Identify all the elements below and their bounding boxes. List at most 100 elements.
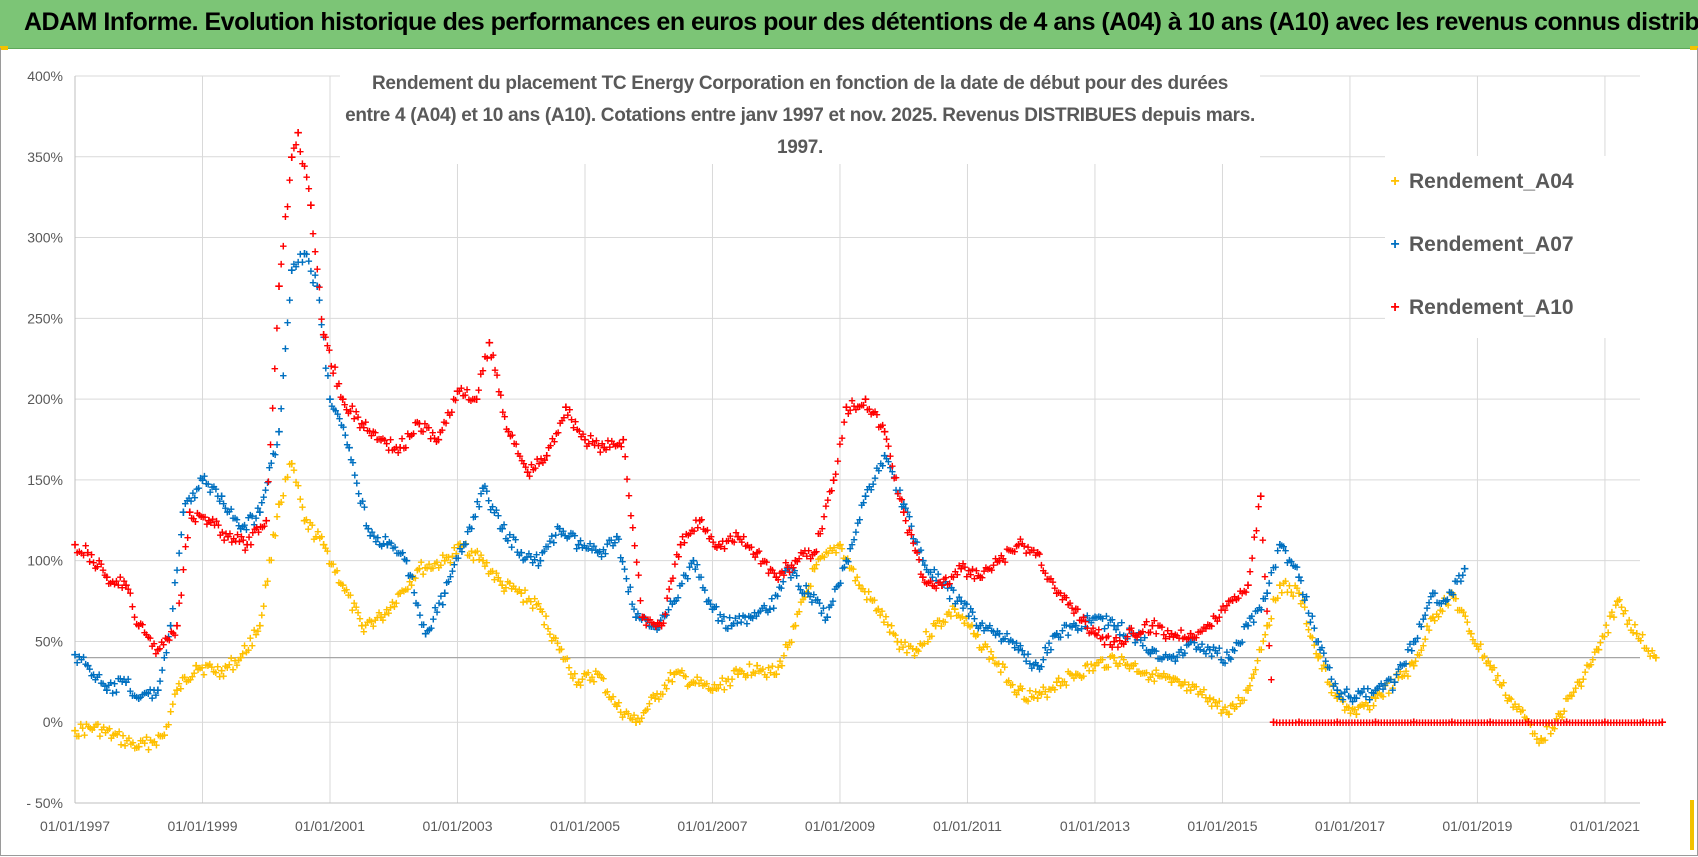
data-point: +	[313, 278, 322, 295]
data-point-fill: +	[680, 567, 688, 582]
data-point-fill: +	[533, 547, 541, 562]
data-point-fill: +	[1057, 678, 1065, 693]
data-point-fill: +	[1231, 589, 1239, 604]
data-point-fill: +	[877, 419, 885, 434]
data-point-fill: +	[763, 669, 771, 684]
data-point: +	[1537, 730, 1546, 747]
data-point-fill: +	[921, 558, 929, 573]
data-point-fill: +	[347, 452, 355, 467]
data-point-fill: +	[175, 596, 183, 611]
data-point-fill: +	[436, 425, 444, 440]
data-point-fill: +	[1440, 591, 1448, 606]
data-point-fill: +	[535, 456, 543, 471]
data-point-fill: +	[180, 562, 188, 577]
data-point-fill: +	[129, 599, 137, 614]
data-point-fill: +	[95, 667, 103, 682]
data-point-fill: +	[303, 170, 311, 185]
data-point: +	[1556, 706, 1565, 723]
data-point-fill: +	[684, 527, 692, 542]
data-point-fill: +	[871, 471, 879, 486]
data-point: +	[122, 577, 131, 594]
data-point-fill: +	[526, 469, 534, 484]
data-point-fill: +	[210, 479, 218, 494]
data-point-fill: +	[1457, 715, 1465, 730]
data-point-fill: +	[1219, 702, 1227, 717]
data-point-fill: +	[119, 728, 127, 743]
data-point: +	[1486, 714, 1495, 731]
data-point-fill: +	[1629, 625, 1637, 640]
data-point-fill: +	[610, 437, 618, 452]
data-point-fill: +	[334, 406, 342, 421]
data-point-fill: +	[337, 390, 345, 405]
data-point-fill: +	[314, 524, 322, 539]
data-point-fill: +	[631, 538, 639, 553]
data-point-fill: +	[904, 505, 912, 520]
data-point-fill: +	[109, 574, 117, 589]
data-point: +	[708, 682, 717, 699]
data-point-fill: +	[686, 677, 694, 692]
data-point-fill: +	[1095, 622, 1103, 637]
data-point: +	[83, 545, 92, 562]
data-point-fill: +	[552, 528, 560, 543]
data-point-fill: +	[1293, 560, 1301, 575]
data-point-fill: +	[1569, 715, 1577, 730]
data-point: +	[1110, 633, 1119, 650]
data-point-fill: +	[1423, 618, 1431, 633]
data-point-fill: +	[268, 552, 276, 567]
data-point-fill: +	[985, 651, 993, 666]
data-point-fill: +	[1301, 599, 1309, 614]
data-point-fill: +	[784, 640, 792, 655]
data-point: +	[574, 674, 583, 691]
data-point: +	[1409, 658, 1418, 675]
data-point-fill: +	[1068, 619, 1076, 634]
data-point-fill: +	[1649, 715, 1657, 730]
data-point-fill: +	[303, 512, 311, 527]
data-point-fill: +	[552, 631, 560, 646]
data-point-fill: +	[1154, 618, 1162, 633]
data-point-fill: +	[220, 532, 228, 547]
data-point-fill: +	[1331, 676, 1339, 691]
data-point-fill: +	[235, 518, 243, 533]
data-point-fill: +	[1583, 715, 1591, 730]
data-point-fill: +	[1310, 637, 1318, 652]
data-point: +	[842, 553, 851, 570]
y-tick-label: 300%	[27, 230, 63, 246]
data-point-fill: +	[1020, 538, 1028, 553]
data-point-fill: +	[1331, 688, 1339, 703]
data-point-fill: +	[352, 599, 360, 614]
data-point-fill: +	[816, 596, 824, 611]
data-point-fill: +	[1435, 609, 1443, 624]
data-point: +	[810, 561, 819, 578]
data-point-fill: +	[1602, 617, 1610, 632]
data-point-fill: +	[191, 490, 199, 505]
data-point-fill: +	[1150, 613, 1158, 628]
data-point-fill: +	[873, 407, 881, 422]
data-point-fill: +	[1116, 633, 1124, 648]
data-point-fill: +	[494, 508, 502, 523]
data-point: +	[1224, 650, 1233, 667]
data-point-fill: +	[1133, 632, 1141, 647]
data-point-fill: +	[1070, 616, 1078, 631]
data-point-fill: +	[649, 619, 657, 634]
data-point: +	[459, 537, 468, 554]
data-point-fill: +	[867, 592, 875, 607]
data-point-fill: +	[1320, 657, 1328, 672]
data-point: +	[287, 262, 296, 279]
data-point-fill: +	[475, 552, 483, 567]
x-tick-label: 01/01/2015	[1187, 818, 1257, 834]
data-point-fill: +	[153, 737, 161, 752]
data-point-fill: +	[850, 562, 858, 577]
data-point-fill: +	[769, 658, 777, 673]
data-point-fill: +	[1278, 585, 1286, 600]
data-point-fill: +	[938, 618, 946, 633]
data-point-fill: +	[345, 405, 353, 420]
data-point-fill: +	[1246, 564, 1254, 579]
data-point-fill: +	[1322, 653, 1330, 668]
data-point-fill: +	[968, 618, 976, 633]
data-point: +	[185, 504, 194, 521]
data-point-fill: +	[1453, 574, 1461, 589]
data-point-fill: +	[728, 533, 736, 548]
data-point-fill: +	[1419, 638, 1427, 653]
data-point: +	[1448, 585, 1457, 602]
data-point-fill: +	[853, 570, 861, 585]
